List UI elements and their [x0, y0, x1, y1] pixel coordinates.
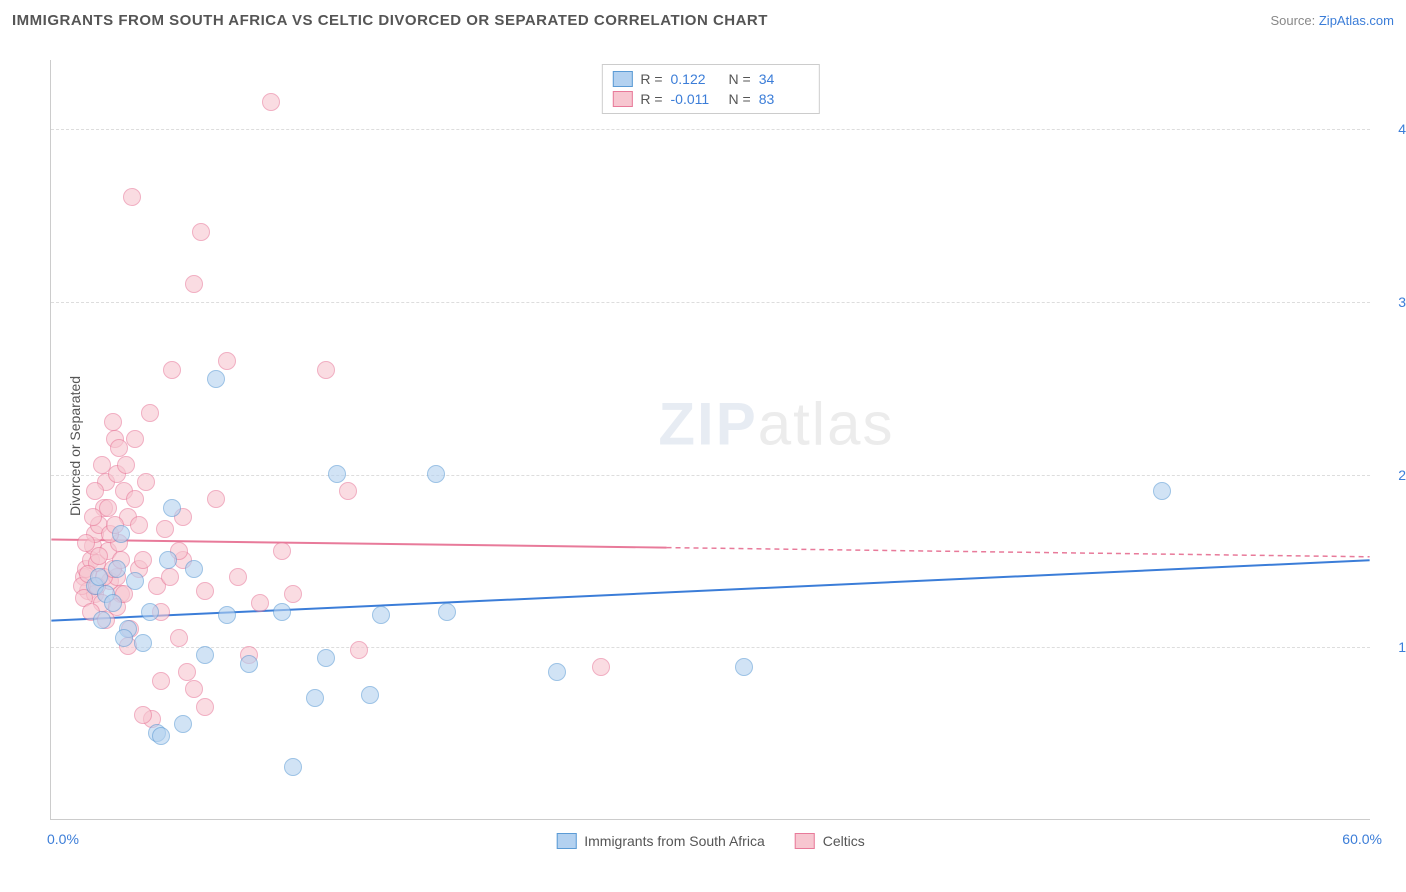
- y-tick: 20.0%: [1378, 467, 1406, 483]
- point-blue: [735, 658, 753, 676]
- title-bar: IMMIGRANTS FROM SOUTH AFRICA VS CELTIC D…: [12, 12, 1394, 29]
- point-blue: [196, 646, 214, 664]
- point-blue: [361, 686, 379, 704]
- point-pink: [130, 516, 148, 534]
- point-blue: [273, 603, 291, 621]
- plot-area: ZIPatlas R =0.122N =34R =-0.011N =83 0.0…: [50, 60, 1370, 820]
- point-blue: [306, 689, 324, 707]
- source-link[interactable]: ZipAtlas.com: [1319, 13, 1394, 28]
- point-pink: [350, 641, 368, 659]
- point-blue: [284, 758, 302, 776]
- point-blue: [427, 465, 445, 483]
- y-tick: 40.0%: [1378, 121, 1406, 137]
- point-pink: [207, 490, 225, 508]
- legend-item: Immigrants from South Africa: [556, 833, 765, 849]
- point-pink: [126, 430, 144, 448]
- point-blue: [93, 611, 111, 629]
- watermark: ZIPatlas: [658, 390, 894, 459]
- point-blue: [548, 663, 566, 681]
- point-pink: [99, 499, 117, 517]
- point-pink: [86, 482, 104, 500]
- point-pink: [185, 680, 203, 698]
- legend-series: Immigrants from South Africa Celtics: [556, 833, 865, 849]
- point-pink: [152, 672, 170, 690]
- point-pink: [284, 585, 302, 603]
- point-pink: [196, 582, 214, 600]
- point-blue: [218, 606, 236, 624]
- point-pink: [273, 542, 291, 560]
- chart-title: IMMIGRANTS FROM SOUTH AFRICA VS CELTIC D…: [12, 12, 768, 29]
- point-pink: [339, 482, 357, 500]
- gridline: [51, 129, 1370, 130]
- point-pink: [126, 490, 144, 508]
- point-pink: [137, 473, 155, 491]
- blue-swatch: [612, 71, 632, 87]
- pink-swatch: [795, 833, 815, 849]
- point-blue: [90, 568, 108, 586]
- source-label: Source: ZipAtlas.com: [1270, 13, 1394, 28]
- point-blue: [115, 629, 133, 647]
- x-tick-right: 60.0%: [1342, 831, 1382, 847]
- point-blue: [134, 634, 152, 652]
- point-blue: [141, 603, 159, 621]
- point-blue: [317, 649, 335, 667]
- y-tick: 30.0%: [1378, 294, 1406, 310]
- legend-label: Celtics: [823, 833, 865, 849]
- point-pink: [93, 456, 111, 474]
- point-pink: [262, 93, 280, 111]
- point-blue: [240, 655, 258, 673]
- point-pink: [178, 663, 196, 681]
- legend-label: Immigrants from South Africa: [584, 833, 765, 849]
- point-pink: [104, 413, 122, 431]
- point-blue: [104, 594, 122, 612]
- point-pink: [218, 352, 236, 370]
- point-blue: [112, 525, 130, 543]
- point-blue: [159, 551, 177, 569]
- pink-swatch: [612, 91, 632, 107]
- point-blue: [163, 499, 181, 517]
- point-blue: [328, 465, 346, 483]
- gridline: [51, 302, 1370, 303]
- x-tick-left: 0.0%: [47, 831, 79, 847]
- point-blue: [372, 606, 390, 624]
- point-pink: [117, 456, 135, 474]
- point-pink: [163, 361, 181, 379]
- point-pink: [161, 568, 179, 586]
- point-blue: [152, 727, 170, 745]
- blue-swatch: [556, 833, 576, 849]
- legend-row: R =0.122N =34: [612, 69, 808, 89]
- point-pink: [196, 698, 214, 716]
- point-blue: [438, 603, 456, 621]
- chart-container: IMMIGRANTS FROM SOUTH AFRICA VS CELTIC D…: [0, 0, 1406, 892]
- regression-lines: [51, 60, 1370, 819]
- legend-row: R =-0.011N =83: [612, 89, 808, 109]
- point-pink: [251, 594, 269, 612]
- point-pink: [229, 568, 247, 586]
- point-blue: [126, 572, 144, 590]
- point-pink: [170, 629, 188, 647]
- point-pink: [141, 404, 159, 422]
- point-pink: [592, 658, 610, 676]
- point-pink: [192, 223, 210, 241]
- gridline: [51, 475, 1370, 476]
- point-blue: [108, 560, 126, 578]
- legend-correlation: R =0.122N =34R =-0.011N =83: [601, 64, 819, 114]
- point-pink: [317, 361, 335, 379]
- point-blue: [1153, 482, 1171, 500]
- point-pink: [156, 520, 174, 538]
- point-blue: [185, 560, 203, 578]
- y-tick: 10.0%: [1378, 639, 1406, 655]
- legend-item: Celtics: [795, 833, 865, 849]
- point-pink: [185, 275, 203, 293]
- point-blue: [207, 370, 225, 388]
- point-blue: [174, 715, 192, 733]
- point-pink: [134, 551, 152, 569]
- point-pink: [123, 188, 141, 206]
- point-pink: [134, 706, 152, 724]
